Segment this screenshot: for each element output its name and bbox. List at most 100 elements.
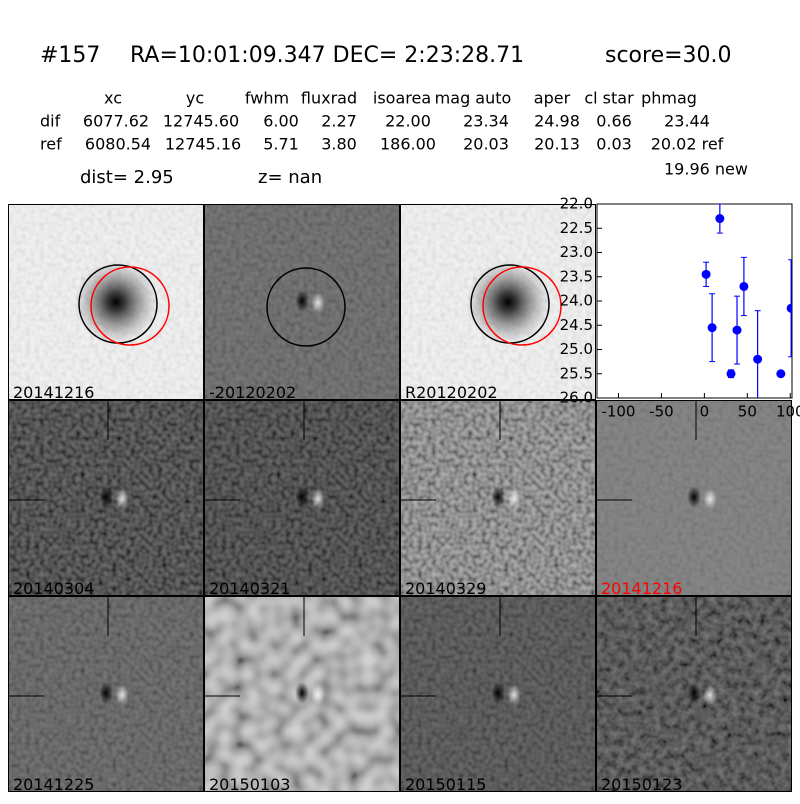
source-negative: [687, 682, 701, 704]
point: [753, 354, 763, 364]
table: xc yc fwhm fluxrad isoarea mag auto aper cl sta…: [40, 89, 724, 154]
cell: 6.00: [263, 112, 299, 131]
cell: 6080.54: [85, 135, 151, 154]
cell: 23.44: [664, 112, 710, 131]
column-header: mag auto: [435, 89, 512, 108]
score: score=30.0: [605, 43, 732, 68]
source-negative: [687, 486, 701, 508]
column-header: fluxrad: [301, 89, 357, 108]
stamp-frame: [400, 400, 596, 596]
y-tick-label: 26.0: [560, 389, 593, 407]
stamp-label: 20150123: [601, 775, 682, 794]
stamp-label: R20120202: [405, 383, 498, 402]
stamp-frame: [204, 204, 400, 400]
stamp-frame: [596, 400, 792, 596]
point: [701, 269, 711, 279]
cell: 0.66: [596, 112, 632, 131]
stamp-label: 20141225: [13, 775, 94, 794]
cell: 186.00: [380, 135, 436, 154]
dist: dist= 2.95: [80, 167, 174, 188]
stamp-frame: [8, 400, 204, 596]
column-header: isoarea: [373, 89, 431, 108]
redshift: z= nan: [258, 167, 322, 188]
source-positive: [507, 685, 521, 705]
x-tick-label: -50: [649, 403, 674, 421]
source-negative: [491, 682, 505, 704]
plot-clip: [701, 204, 792, 398]
aperture: [266, 267, 346, 347]
extra-mag: 19.96 new: [664, 160, 748, 179]
source-positive: [703, 685, 717, 705]
cell: 12745.16: [165, 135, 241, 154]
cell: 20.13: [534, 135, 580, 154]
y-tick-label: 23.0: [560, 243, 593, 261]
cell: 22.00: [385, 112, 431, 131]
stamp-frame: [8, 596, 204, 792]
point: [732, 325, 742, 335]
source-positive: [311, 685, 325, 705]
source-positive: [115, 489, 129, 509]
light-curve: 22.0 22.5 23.0 23.5 24.0 24.5 25.0 25.5 26.0 -100…: [560, 195, 800, 421]
point: [786, 303, 792, 313]
source-negative: [491, 486, 505, 508]
x-tick-label: 50: [738, 403, 757, 421]
candidate-id: #157: [40, 43, 100, 68]
cell: 23.34: [463, 112, 509, 131]
source-positive: [115, 685, 129, 705]
stamp-frame: [8, 204, 204, 400]
y-tick-label: 22.5: [560, 219, 593, 237]
source-negative: [99, 682, 113, 704]
point: [715, 214, 725, 224]
aperture: [90, 266, 170, 346]
x-tick-label: -100: [601, 403, 635, 421]
row-label: dif: [40, 112, 61, 131]
y-tick-label: 23.5: [560, 267, 593, 285]
stamp: -20120202: [204, 204, 400, 400]
y-tick-label: 25.5: [560, 364, 593, 382]
stamp: 20140321: [204, 400, 400, 596]
cell: 24.98: [534, 112, 580, 131]
source-negative: [295, 682, 309, 704]
plot-area: [596, 203, 793, 399]
stamp: 20140329: [400, 400, 596, 598]
stamp: 20150115: [400, 596, 596, 794]
column-header: fwhm: [245, 89, 289, 108]
column-header: xc: [104, 89, 122, 108]
stamp-frame: [400, 596, 596, 792]
column-header: aper: [534, 89, 571, 108]
point: [776, 369, 786, 379]
stamp: 20141216: [596, 400, 792, 598]
stamp-label: 20140304: [13, 579, 94, 598]
source-positive: [703, 489, 717, 509]
column-header: cl star: [584, 89, 634, 108]
source-positive: [311, 489, 325, 509]
stamp: 20150103: [204, 596, 400, 794]
cell: 12745.60: [163, 112, 239, 131]
stamp-label: 20141216: [13, 383, 94, 402]
stamp-frame: [596, 596, 792, 792]
stamps: 20141216 -20120202 R20120202 20140304 201403…: [8, 204, 792, 794]
cell: 3.80: [321, 135, 357, 154]
source-positive: [507, 489, 521, 509]
coordinates: RA=10:01:09.347 DEC= 2:23:28.71: [130, 43, 524, 68]
stamp-label: 20150103: [209, 775, 290, 794]
column-header: phmag: [641, 89, 697, 108]
stamp-label: 20141216: [601, 579, 682, 598]
point: [726, 369, 736, 379]
y-tick-label: 24.5: [560, 316, 593, 334]
stamp-label: 20140329: [405, 579, 486, 598]
y-tick-label: 25.0: [560, 340, 593, 358]
column-header: yc: [186, 89, 204, 108]
stamp: 20140304: [8, 400, 204, 598]
source-negative: [295, 486, 309, 508]
row-label: ref: [40, 135, 62, 154]
cell: 2.27: [321, 112, 357, 131]
x-tick-label: 0: [700, 403, 710, 421]
source-positive: [311, 293, 325, 313]
cell: 20.03: [463, 135, 509, 154]
y-tick-label: 22.0: [560, 195, 593, 213]
stamp: 20150123: [596, 596, 792, 794]
stamp-label: 20150115: [405, 775, 486, 794]
